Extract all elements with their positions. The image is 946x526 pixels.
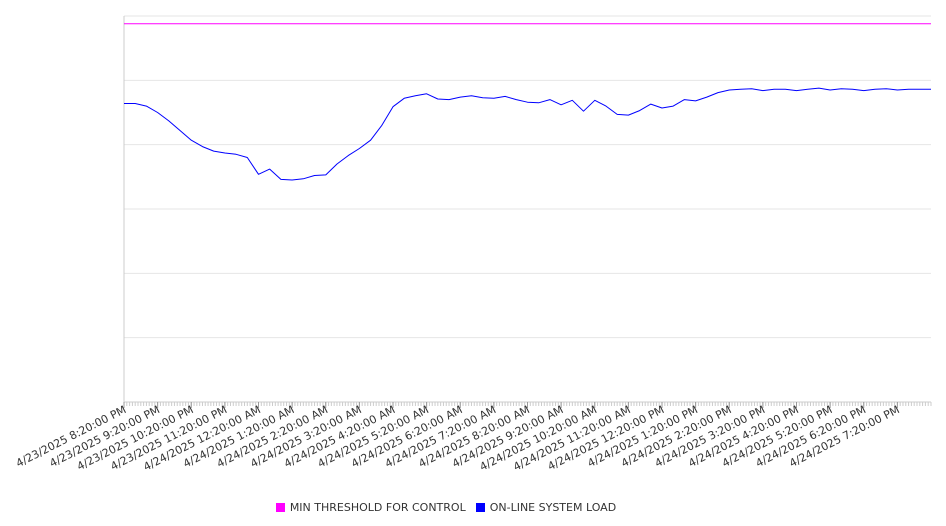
legend: MIN THRESHOLD FOR CONTROL ON-LINE SYSTEM… — [0, 498, 892, 516]
legend-swatch-system-load — [475, 502, 485, 512]
legend-label-system-load: ON-LINE SYSTEM LOAD — [489, 500, 617, 514]
series-line-system-load — [124, 87, 931, 181]
grid-layer — [124, 15, 931, 339]
legend-label-threshold: MIN THRESHOLD FOR CONTROL — [289, 500, 466, 514]
x-tick-labels: 4/23/2025 8:20:00 PM4/23/2025 9:20:00 PM… — [14, 402, 902, 474]
legend-swatch-threshold — [275, 502, 285, 512]
axis-layer — [123, 16, 932, 406]
legend-item-threshold[interactable]: MIN THRESHOLD FOR CONTROL — [275, 500, 466, 514]
legend-item-system-load[interactable]: ON-LINE SYSTEM LOAD — [475, 500, 617, 514]
series-layer — [124, 23, 931, 181]
